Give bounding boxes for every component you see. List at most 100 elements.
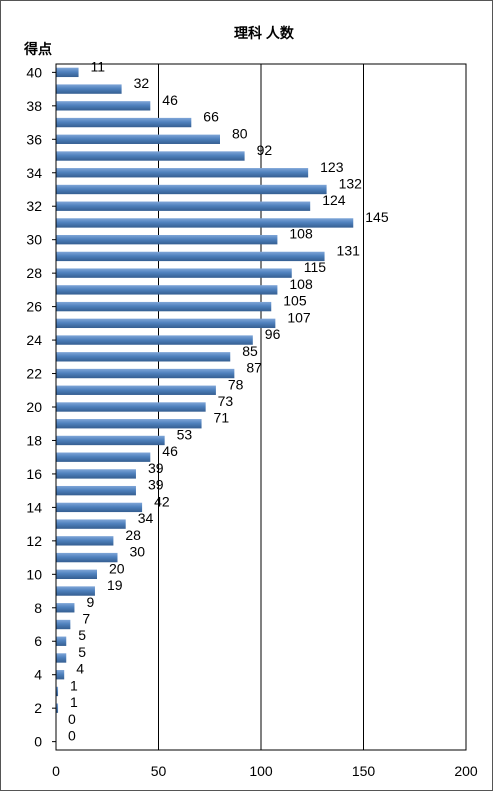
bar-31 (56, 218, 354, 228)
data-label-7: 7 (82, 611, 90, 627)
bar-25 (56, 318, 276, 329)
data-label-33: 132 (339, 175, 363, 191)
data-label-15: 39 (148, 477, 164, 493)
y-tick-38: 38 (26, 98, 42, 114)
y-tick-0: 0 (34, 734, 42, 750)
data-label-13: 34 (138, 510, 154, 526)
bar-38 (56, 101, 151, 111)
data-label-0: 0 (68, 728, 76, 744)
bar-3 (56, 686, 59, 697)
data-label-17: 46 (162, 443, 178, 459)
bar-10 (56, 569, 97, 580)
data-label-2: 1 (70, 694, 78, 710)
y-tick-6: 6 (34, 633, 42, 649)
data-label-12: 28 (125, 527, 141, 543)
bar-7 (56, 619, 71, 630)
x-tick-150: 150 (352, 763, 376, 779)
data-label-36: 80 (232, 125, 248, 141)
y-tick-22: 22 (26, 366, 42, 382)
y-tick-16: 16 (26, 466, 42, 482)
data-label-40: 11 (91, 58, 106, 74)
data-label-27: 108 (289, 276, 313, 292)
data-label-38: 46 (162, 92, 178, 108)
y-tick-4: 4 (34, 667, 42, 683)
data-label-37: 66 (203, 109, 219, 125)
bar-19 (56, 419, 202, 429)
bar-40 (56, 67, 79, 78)
data-label-26: 105 (283, 293, 307, 309)
bar-37 (56, 117, 192, 128)
bar-12 (56, 536, 114, 546)
data-label-29: 131 (337, 242, 361, 258)
data-label-39: 32 (134, 75, 150, 91)
bar-4 (56, 670, 65, 680)
data-label-25: 107 (287, 309, 311, 325)
y-tick-24: 24 (26, 332, 42, 348)
bar-24 (56, 335, 253, 345)
data-label-21: 78 (228, 376, 244, 392)
y-tick-2: 2 (34, 700, 42, 716)
x-tick-100: 100 (249, 763, 273, 779)
y-tick-12: 12 (26, 533, 42, 549)
y-tick-26: 26 (26, 299, 42, 315)
bar-2 (56, 703, 59, 713)
bar-29 (56, 251, 325, 262)
y-tick-36: 36 (26, 131, 42, 147)
data-label-16: 39 (148, 460, 164, 476)
bar-8 (56, 603, 75, 613)
bar-28 (56, 268, 292, 278)
bar-9 (56, 586, 95, 596)
data-label-28: 115 (304, 259, 327, 275)
data-label-22: 87 (246, 360, 262, 376)
bar-15 (56, 485, 136, 496)
data-label-10: 20 (109, 560, 125, 576)
bar-14 (56, 502, 143, 513)
data-label-20: 73 (218, 393, 234, 409)
data-label-6: 5 (78, 627, 86, 643)
x-tick-200: 200 (454, 763, 478, 779)
data-label-8: 9 (86, 594, 94, 610)
data-label-19: 71 (214, 410, 230, 426)
data-label-32: 124 (322, 192, 346, 208)
data-label-18: 53 (177, 426, 193, 442)
bar-18 (56, 435, 165, 446)
chart-title: 理科 人数 (234, 25, 295, 41)
bar-16 (56, 469, 136, 479)
bar-26 (56, 301, 272, 312)
data-label-9: 19 (107, 577, 123, 593)
data-label-1: 0 (68, 711, 76, 727)
y-tick-10: 10 (26, 566, 42, 582)
y-tick-8: 8 (34, 600, 42, 616)
data-label-14: 42 (154, 493, 170, 509)
bar-35 (56, 151, 245, 161)
y-tick-28: 28 (26, 265, 42, 281)
data-label-23: 85 (242, 343, 258, 359)
y-tick-34: 34 (26, 165, 42, 181)
bar-20 (56, 402, 206, 412)
bar-30 (56, 234, 278, 245)
data-label-11: 30 (130, 544, 146, 560)
data-label-24: 96 (265, 326, 281, 342)
data-label-35: 92 (257, 142, 273, 158)
data-label-5: 5 (78, 644, 86, 660)
bar-32 (56, 201, 311, 211)
bar-21 (56, 385, 216, 395)
bar-36 (56, 134, 220, 144)
bar-33 (56, 184, 327, 195)
x-tick-0: 0 (52, 763, 60, 779)
x-tick-50: 50 (151, 763, 167, 779)
y-tick-40: 40 (26, 64, 42, 80)
y-tick-20: 20 (26, 399, 42, 415)
bar-22 (56, 368, 235, 379)
bar-23 (56, 352, 231, 362)
data-label-3: 1 (70, 677, 78, 693)
bar-27 (56, 285, 278, 295)
bar-6 (56, 636, 67, 646)
y-tick-14: 14 (26, 499, 42, 515)
bar-13 (56, 519, 126, 529)
bar-34 (56, 168, 309, 178)
data-label-34: 123 (320, 159, 344, 175)
y-axis-label: 得点 (23, 41, 52, 57)
